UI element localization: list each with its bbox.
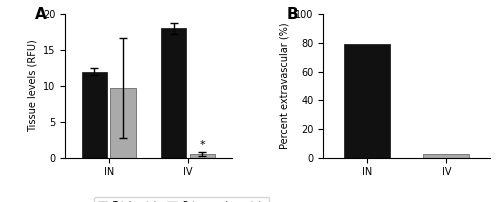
- Bar: [190, 154, 215, 158]
- Text: *: *: [200, 140, 205, 150]
- Bar: [110, 88, 136, 158]
- Legend: Total protein, Extravascular protein: Total protein, Extravascular protein: [94, 197, 269, 202]
- Text: A: A: [35, 7, 47, 22]
- Y-axis label: Tissue levels (RFU): Tissue levels (RFU): [28, 39, 38, 132]
- Bar: [424, 154, 469, 158]
- Bar: [82, 72, 107, 158]
- Bar: [161, 28, 186, 158]
- Text: B: B: [286, 7, 298, 22]
- Y-axis label: Percent extravascular (%): Percent extravascular (%): [280, 23, 289, 149]
- Bar: [344, 44, 390, 158]
